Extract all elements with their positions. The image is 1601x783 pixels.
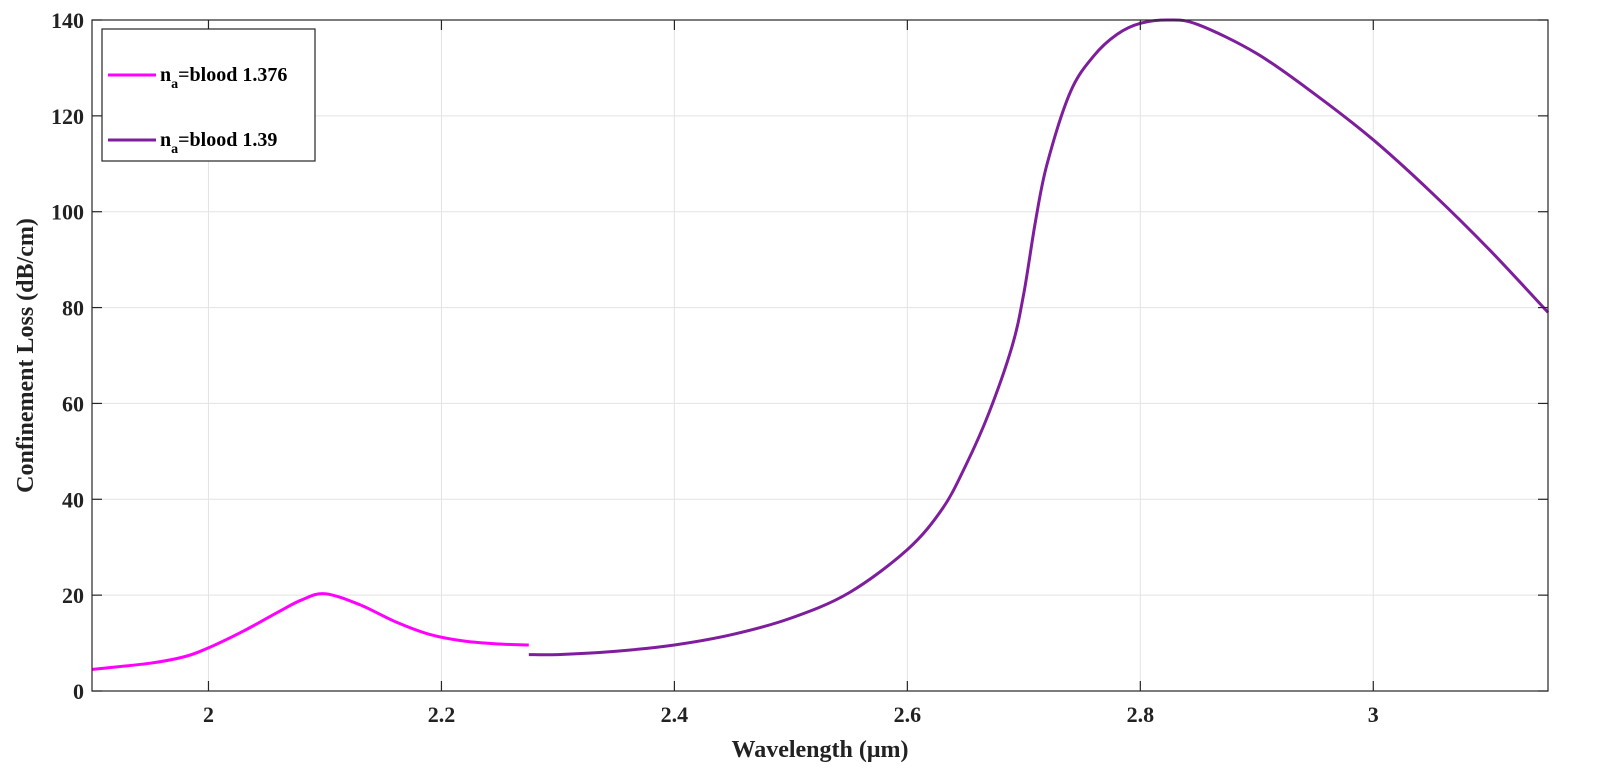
y-axis-ticks: 0 20 40 60 80 100 120 140 [51,8,1548,704]
y-tick-label: 140 [51,8,84,33]
x-tick-label: 3 [1368,702,1379,727]
x-grid-lines [207,20,1374,691]
y-tick-label: 80 [62,296,84,321]
legend: na=blood 1.376 na=blood 1.39 [101,28,316,162]
legend-label-2: na=blood 1.39 [160,129,277,157]
y-tick-label: 40 [62,487,84,512]
x-tick-label: 2 [203,702,214,727]
y-tick-label: 60 [62,391,84,416]
y-tick-label: 20 [62,583,84,608]
x-tick-label: 2.6 [894,702,922,727]
x-tick-label: 2.8 [1127,702,1155,727]
x-axis-label: Wavelength (μm) [732,737,909,763]
x-tick-label: 2.2 [428,702,456,727]
x-tick-label: 2.4 [661,702,689,727]
series-line-2 [528,18,1550,657]
series-lines [91,18,1550,671]
y-axis-label: Confinement Loss (dB/cm) [13,218,39,493]
x-axis-ticks: 2 2.2 2.4 2.6 2.8 3 [203,20,1379,727]
plot-area-frame [91,19,1549,692]
y-tick-label: 100 [51,200,84,225]
y-tick-label: 120 [51,104,84,129]
y-tick-label: 0 [73,679,84,704]
series-line-1 [91,592,529,671]
legend-label-1: na=blood 1.376 [160,64,287,92]
